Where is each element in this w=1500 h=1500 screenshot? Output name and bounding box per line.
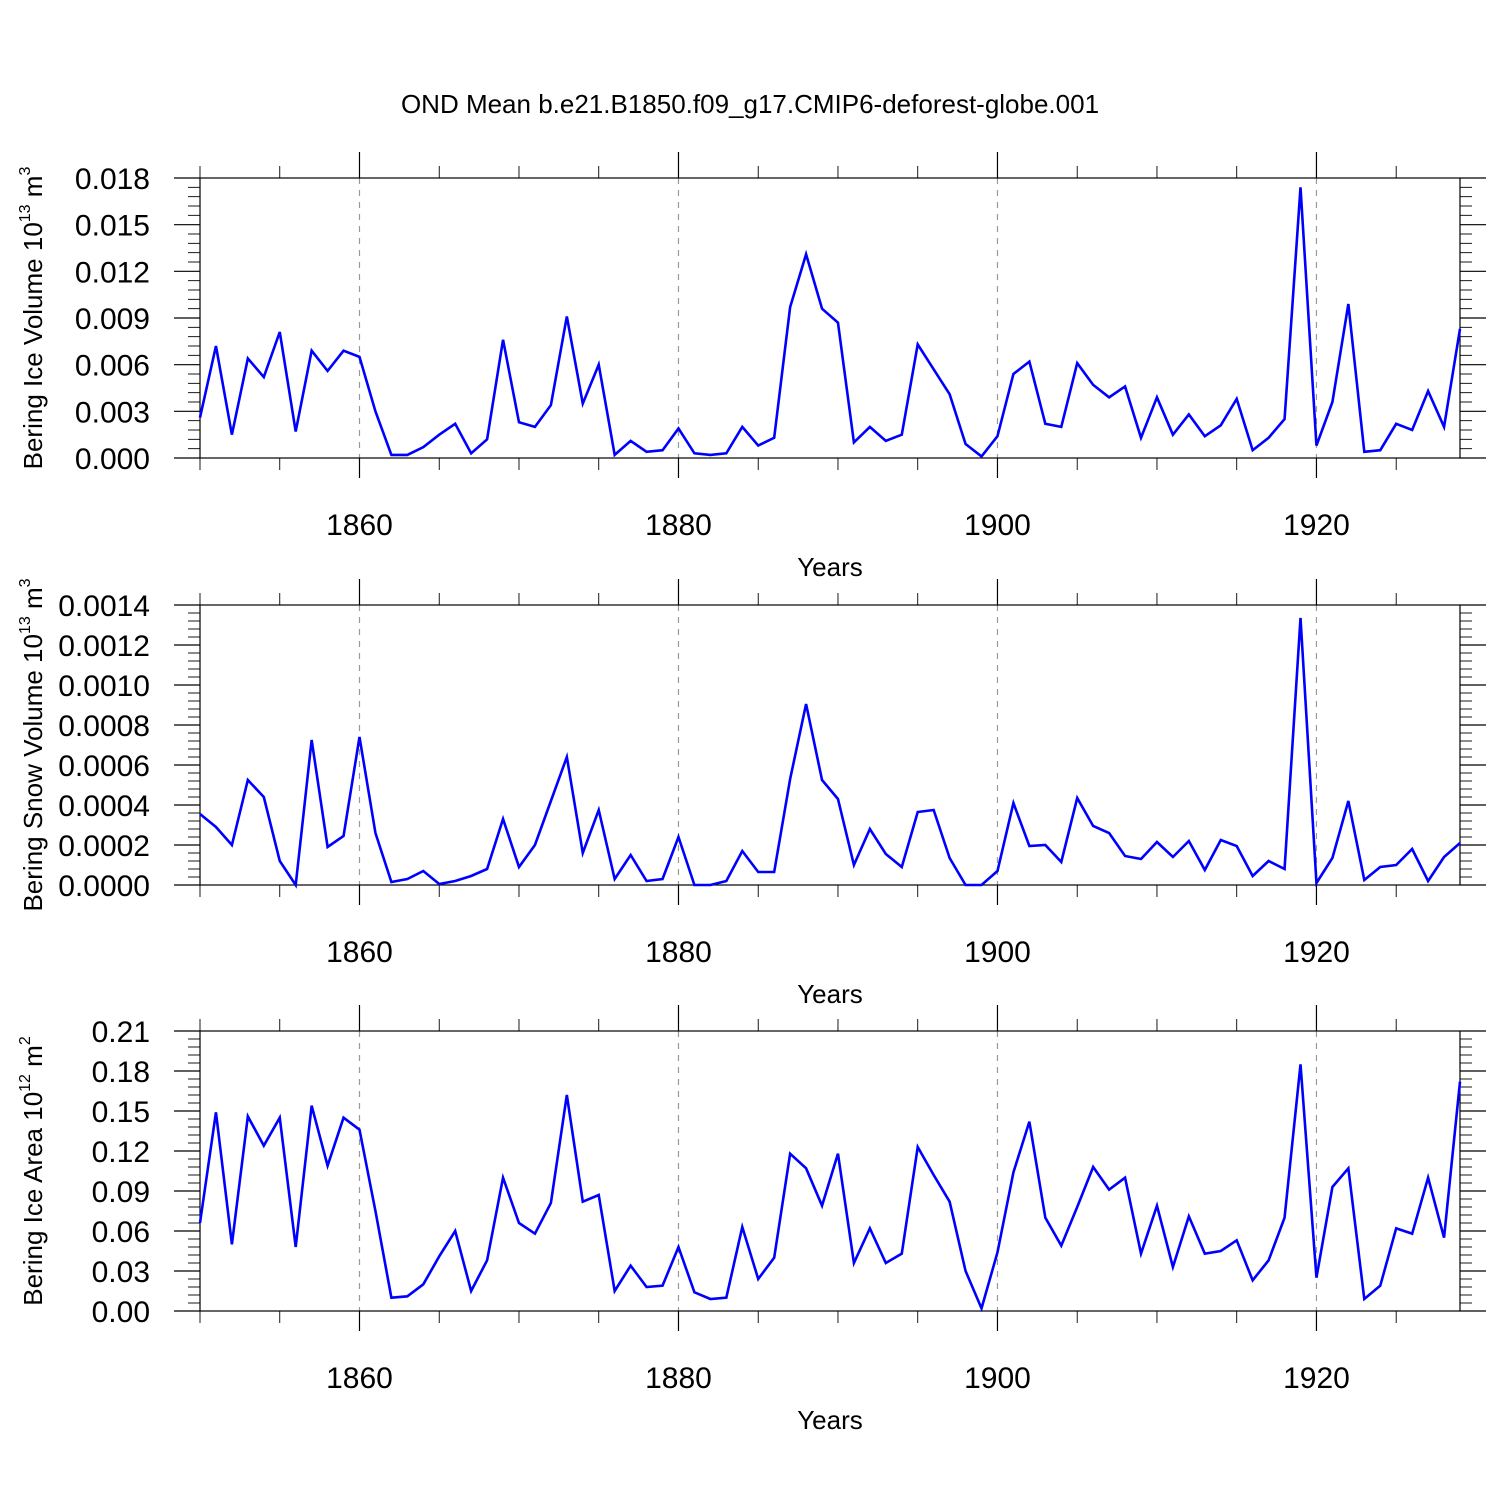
grid-lines: [358, 178, 1318, 458]
y-axis-title-base: Bering Snow Volume 10: [18, 634, 48, 912]
y-tick-label: 0.0002: [58, 830, 150, 863]
y-axis-title-sup: 13: [17, 616, 34, 634]
x-tick-label-1920: 1920: [1283, 509, 1350, 542]
y-tick-label: 0.00: [92, 1296, 150, 1329]
y-tick-label: 0.0000: [58, 870, 150, 903]
x-tick-label-1900: 1900: [964, 509, 1031, 542]
y-tick-label: 0.0012: [58, 630, 150, 663]
y-tick-label: 0.09: [92, 1176, 150, 1209]
y-tick-label: 0.009: [75, 303, 150, 336]
y-tick-label: 0.0010: [58, 670, 150, 703]
y-axis-title-sup: 13: [17, 204, 34, 222]
x-tick-label-1880: 1880: [645, 1362, 712, 1395]
y-tick-labels: 0.00 0.03 0.06 0.09 0.12 0.15 0.18 0.21: [92, 1016, 150, 1329]
y-tick-label: 0.006: [75, 350, 150, 383]
y-tick-label: 0.015: [75, 210, 150, 243]
x-axis-title: Years: [797, 552, 863, 582]
y-tick-label: 0.03: [92, 1256, 150, 1289]
panel-snow-volume: 0.0000 0.0002 0.0004 0.0006 0.0008 0.0010 0.00…: [17, 578, 1486, 1009]
y-axis-title-unit: m: [18, 176, 48, 205]
x-tick-label-1860: 1860: [326, 509, 393, 542]
x-tick-labels: 1860 1880 1900 1920: [326, 936, 1350, 969]
panel-ice-area: 0.00 0.03 0.06 0.09 0.12 0.15 0.18 0.21 1860 188…: [17, 1005, 1486, 1435]
y-axis-title-base: Bering Ice Volume 10: [18, 222, 48, 469]
y-axis-title-group: Bering Snow Volume 1013 m3: [17, 578, 48, 911]
x-tick-label-1860: 1860: [326, 936, 393, 969]
y-tick-label: 0.06: [92, 1216, 150, 1249]
y-tick-label: 0.15: [92, 1096, 150, 1129]
y-axis-title-unit-sup: 3: [17, 167, 34, 176]
y-tick-labels: 0.000 0.003 0.006 0.009 0.012 0.015 0.018: [75, 163, 150, 476]
y-axis-title-sup: 12: [17, 1074, 34, 1092]
y-tick-label: 0.0014: [58, 590, 150, 623]
figure-title: OND Mean b.e21.B1850.f09_g17.CMIP6-defor…: [401, 89, 1099, 119]
y-axis-title-group: Bering Ice Area 1012 m2: [17, 1036, 48, 1306]
minor-ticks: [188, 593, 1472, 897]
y-axis-title-unit: m: [18, 587, 48, 616]
x-tick-label-1880: 1880: [645, 936, 712, 969]
minor-ticks: [188, 1019, 1472, 1323]
y-tick-label: 0.012: [75, 256, 150, 289]
major-ticks: [174, 152, 1486, 478]
y-tick-label: 0.0008: [58, 710, 150, 743]
y-tick-label: 0.0006: [58, 750, 150, 783]
x-axis-title: Years: [797, 979, 863, 1009]
y-axis-title: Bering Snow Volume 1013 m3: [17, 578, 48, 911]
series-line: [198, 1064, 1462, 1313]
y-axis-title-unit-sup: 2: [17, 1036, 34, 1045]
x-tick-label-1900: 1900: [964, 1362, 1031, 1395]
y-axis-title-unit: m: [18, 1045, 48, 1074]
y-tick-label: 0.000: [75, 443, 150, 476]
y-axis-title: Bering Ice Volume 1013 m3: [17, 167, 48, 470]
plot-frame: [199, 177, 1461, 459]
y-tick-labels: 0.0000 0.0002 0.0004 0.0006 0.0008 0.0010 0.00…: [58, 590, 150, 903]
x-tick-label-1900: 1900: [964, 936, 1031, 969]
major-ticks: [174, 1005, 1486, 1331]
plot-frame: [199, 1030, 1461, 1312]
x-tick-label-1920: 1920: [1283, 1362, 1350, 1395]
y-tick-label: 0.21: [92, 1016, 150, 1049]
x-tick-labels: 1860 1880 1900 1920: [326, 1362, 1350, 1395]
y-tick-label: 0.0004: [58, 790, 150, 823]
panel-ice-volume: 0.000 0.003 0.006 0.009 0.012 0.015 0.018 1860…: [17, 152, 1486, 582]
series-line: [198, 187, 1462, 459]
x-tick-label-1860: 1860: [326, 1362, 393, 1395]
series-line: [199, 617, 1461, 889]
plot-frame: [199, 604, 1461, 886]
y-tick-label: 0.018: [75, 163, 150, 196]
y-tick-label: 0.12: [92, 1136, 150, 1169]
y-axis-title-unit-sup: 3: [17, 578, 34, 587]
major-ticks: [174, 579, 1486, 905]
x-tick-label-1880: 1880: [645, 509, 712, 542]
y-axis-title-group: Bering Ice Volume 1013 m3: [17, 167, 48, 470]
x-tick-labels: 1860 1880 1900 1920: [326, 509, 1350, 542]
x-axis-title: Years: [797, 1405, 863, 1435]
y-tick-label: 0.18: [92, 1056, 150, 1089]
y-tick-label: 0.003: [75, 396, 150, 429]
minor-ticks: [188, 166, 1472, 470]
y-axis-title: Bering Ice Area 1012 m2: [17, 1036, 48, 1306]
x-tick-label-1920: 1920: [1283, 936, 1350, 969]
y-axis-title-base: Bering Ice Area 10: [18, 1092, 48, 1306]
